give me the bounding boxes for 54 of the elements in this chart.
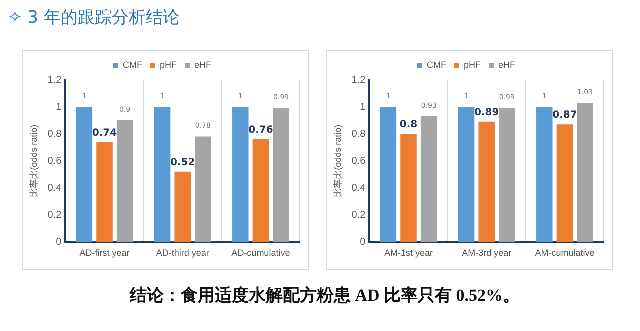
x-tick-label: AD-first year [80,248,130,258]
bar [195,136,212,242]
y-tick-label: 0.4 [352,182,366,194]
y-axis-title: 比率比(odds ratio) [332,124,343,198]
y-axis-title: 比率比(odds ratio) [28,124,39,198]
y-tick-label: 0.4 [48,182,62,194]
y-tick-label: 1.2 [48,74,62,86]
bar [174,172,191,242]
bar [556,124,574,242]
legend-label: eHF [498,60,516,70]
y-tick-label: 0.6 [352,156,366,167]
bar [400,134,417,242]
legend-label: CMF [427,60,447,70]
data-label: 0.89 [474,107,500,118]
y-tick-label: 0.8 [48,128,62,140]
bar [420,116,438,242]
data-label: 0.74 [92,128,118,139]
text: 结论：食用适度水解配方粉患 AD 比率只有 0.52%。 [130,285,520,307]
bar [76,107,93,242]
y-tick-label: 1 [360,102,366,113]
x-tick-label: AM-cumulative [535,248,595,258]
y-tick-label: 0.6 [48,156,62,167]
y-tick-label: 1 [56,102,62,113]
data-label: 0.8 [400,120,418,131]
legend-label: pHF [464,60,482,70]
y-tick-label: 0.2 [352,210,366,221]
x-tick-label: AM-3rd year [462,248,512,258]
bar [232,107,249,242]
legend-label: eHF [194,60,212,70]
bar [536,107,553,242]
x-tick-label: AD-cumulative [232,248,290,258]
data-label: 0.52 [170,158,196,169]
legend-label: pHF [160,60,178,70]
y-tick-label: 0 [56,236,62,248]
y-tick-label: 0.2 [48,210,62,221]
bar [577,102,594,242]
bar [154,107,171,242]
y-tick-label: 0 [360,236,366,248]
data-label: 0.76 [248,125,274,136]
bar [458,107,475,242]
data-label: 0.87 [552,110,578,122]
bar [252,139,270,242]
bar [478,122,495,242]
y-tick-label: 0.8 [352,128,366,140]
x-tick-label: AD-third year [156,248,210,258]
bar [273,108,290,242]
bar [380,107,397,242]
bar [499,108,516,242]
x-tick-label: AM-1st year [384,248,434,258]
bar [116,120,134,242]
bar [96,142,113,242]
y-tick-label: 1.2 [352,74,366,86]
chart-title: ✧ 3 年的跟踪分析结论 [8,7,180,29]
legend-label: CMF [123,60,143,70]
